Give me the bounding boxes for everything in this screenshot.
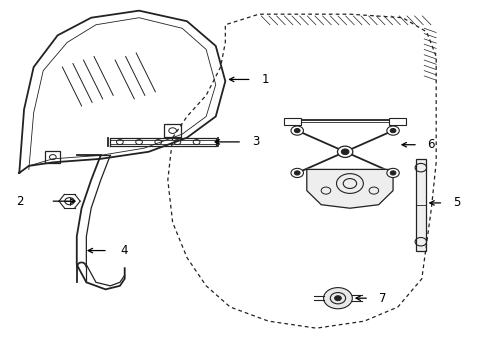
Bar: [45, 151, 61, 163]
Circle shape: [323, 288, 351, 309]
Text: 4: 4: [120, 244, 127, 257]
Circle shape: [341, 149, 348, 154]
Bar: [163, 124, 181, 137]
Circle shape: [334, 296, 341, 301]
Text: 7: 7: [378, 292, 386, 305]
Bar: [283, 118, 301, 125]
Bar: [388, 118, 406, 125]
Circle shape: [290, 126, 303, 135]
Bar: [415, 159, 425, 251]
Text: 1: 1: [261, 73, 268, 86]
Circle shape: [290, 168, 303, 177]
Circle shape: [386, 168, 399, 177]
Text: 6: 6: [427, 138, 434, 151]
Circle shape: [389, 129, 395, 133]
Circle shape: [337, 146, 352, 157]
Text: 5: 5: [452, 197, 459, 210]
Circle shape: [389, 171, 395, 175]
Circle shape: [294, 129, 300, 133]
Circle shape: [294, 171, 300, 175]
Text: 3: 3: [251, 135, 259, 148]
Circle shape: [386, 126, 399, 135]
Polygon shape: [306, 170, 392, 208]
Text: 2: 2: [17, 195, 24, 208]
